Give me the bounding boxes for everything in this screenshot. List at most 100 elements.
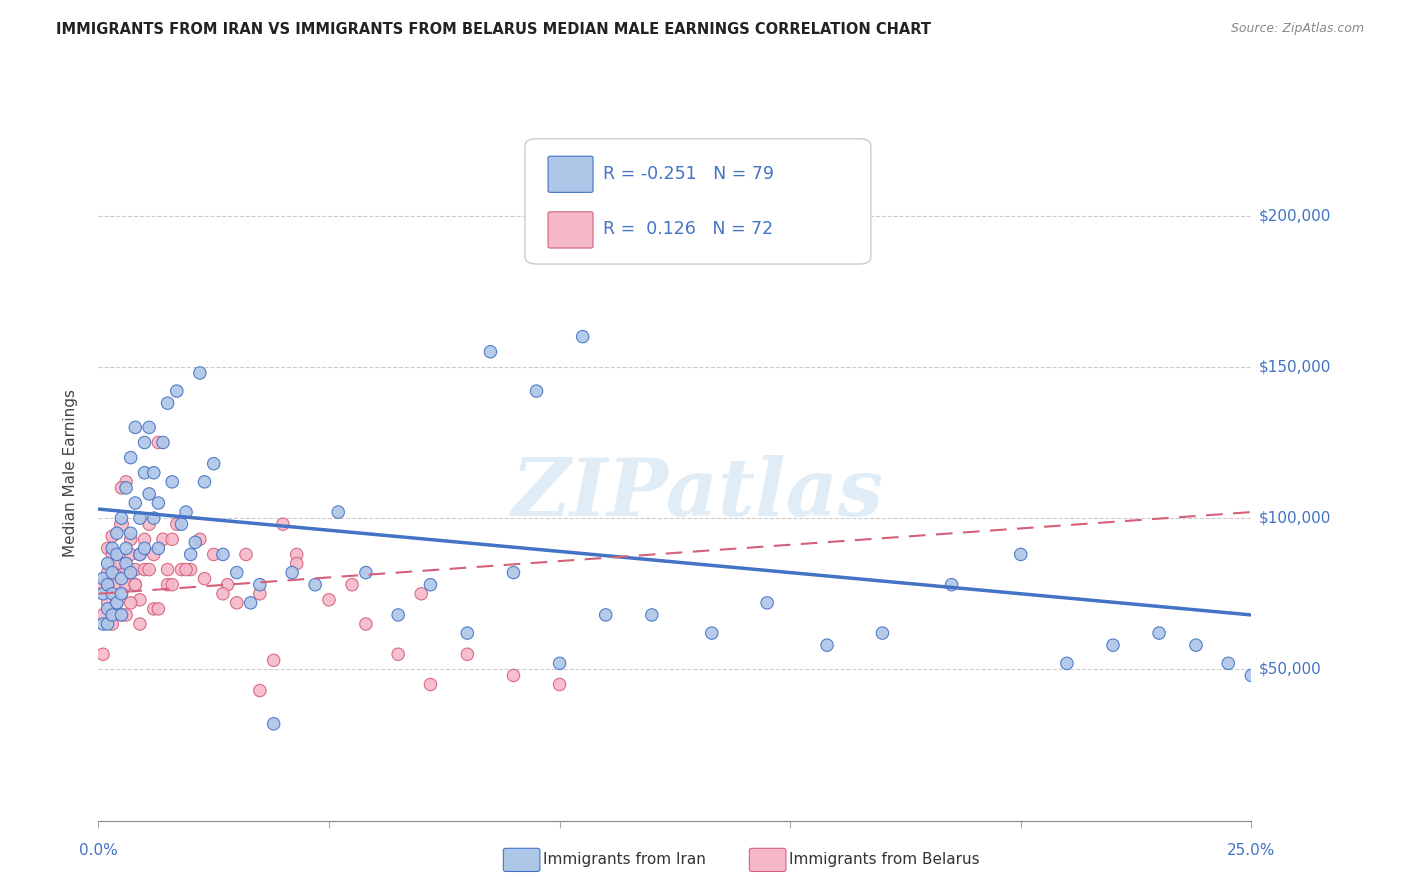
Point: [188, 366, 211, 380]
Text: IMMIGRANTS FROM IRAN VS IMMIGRANTS FROM BELARUS MEDIAN MALE EARNINGS CORRELATION: IMMIGRANTS FROM IRAN VS IMMIGRANTS FROM …: [56, 22, 931, 37]
Point: [101, 607, 124, 622]
Point: [120, 526, 142, 541]
Point: [193, 475, 215, 489]
Point: [180, 548, 202, 562]
Point: [202, 457, 225, 471]
Point: [97, 557, 120, 571]
Point: [318, 592, 340, 607]
Point: [548, 657, 571, 671]
Point: [129, 617, 152, 632]
Point: [304, 577, 326, 591]
Point: [129, 548, 152, 562]
Point: [115, 563, 138, 577]
Point: [285, 557, 308, 571]
Text: Immigrants from Iran: Immigrants from Iran: [543, 853, 706, 867]
Point: [174, 563, 197, 577]
FancyBboxPatch shape: [548, 156, 593, 193]
Point: [263, 653, 285, 667]
Point: [134, 563, 156, 577]
Point: [97, 577, 120, 591]
Point: [148, 602, 170, 616]
Point: [105, 526, 128, 541]
Point: [1185, 638, 1208, 652]
Point: [120, 566, 142, 580]
Text: R =  0.126   N = 72: R = 0.126 N = 72: [603, 220, 773, 238]
Point: [110, 587, 132, 601]
Point: [354, 617, 377, 632]
Point: [756, 596, 779, 610]
Point: [941, 577, 963, 591]
Point: [225, 596, 247, 610]
Point: [120, 533, 142, 547]
Point: [160, 475, 183, 489]
Point: [101, 566, 124, 580]
Point: [101, 548, 124, 562]
Point: [212, 548, 235, 562]
Point: [1218, 657, 1240, 671]
Point: [148, 496, 170, 510]
Point: [180, 563, 202, 577]
Point: [97, 577, 120, 591]
Point: [97, 617, 120, 632]
Point: [188, 533, 211, 547]
Point: [134, 533, 156, 547]
Point: [156, 396, 179, 410]
Point: [249, 577, 271, 591]
Text: $100,000: $100,000: [1258, 510, 1330, 525]
Point: [138, 487, 160, 501]
Point: [115, 607, 138, 622]
Point: [124, 577, 146, 591]
Point: [217, 577, 239, 591]
Point: [166, 384, 188, 398]
Point: [91, 587, 114, 601]
Point: [101, 529, 124, 543]
Text: $150,000: $150,000: [1258, 359, 1330, 375]
Point: [263, 716, 285, 731]
Point: [1147, 626, 1170, 640]
Point: [142, 548, 165, 562]
Point: [91, 572, 114, 586]
Point: [281, 566, 304, 580]
Point: [328, 505, 350, 519]
FancyBboxPatch shape: [548, 212, 593, 248]
Point: [97, 596, 120, 610]
Text: $200,000: $200,000: [1258, 208, 1330, 223]
Point: [115, 541, 138, 556]
Point: [97, 566, 120, 580]
Text: ZIPatlas: ZIPatlas: [512, 455, 884, 533]
Point: [110, 511, 132, 525]
Point: [105, 563, 128, 577]
Point: [129, 592, 152, 607]
Point: [134, 541, 156, 556]
Point: [105, 577, 128, 591]
Point: [166, 517, 188, 532]
Point: [115, 577, 138, 591]
Point: [101, 541, 124, 556]
Point: [148, 435, 170, 450]
Text: $50,000: $50,000: [1258, 662, 1322, 677]
Point: [225, 566, 247, 580]
Text: R = -0.251   N = 79: R = -0.251 N = 79: [603, 165, 775, 183]
Point: [138, 420, 160, 434]
Point: [142, 511, 165, 525]
Point: [479, 344, 502, 359]
Point: [419, 577, 441, 591]
Point: [115, 557, 138, 571]
Point: [134, 466, 156, 480]
Point: [115, 481, 138, 495]
Point: [700, 626, 723, 640]
Point: [97, 602, 120, 616]
Point: [595, 607, 617, 622]
Point: [548, 677, 571, 691]
Point: [1056, 657, 1078, 671]
Point: [249, 587, 271, 601]
Point: [456, 626, 478, 640]
Point: [170, 563, 193, 577]
Point: [134, 435, 156, 450]
Point: [110, 572, 132, 586]
Point: [138, 563, 160, 577]
Point: [170, 517, 193, 532]
Point: [239, 596, 262, 610]
Point: [129, 548, 152, 562]
Point: [1010, 548, 1032, 562]
